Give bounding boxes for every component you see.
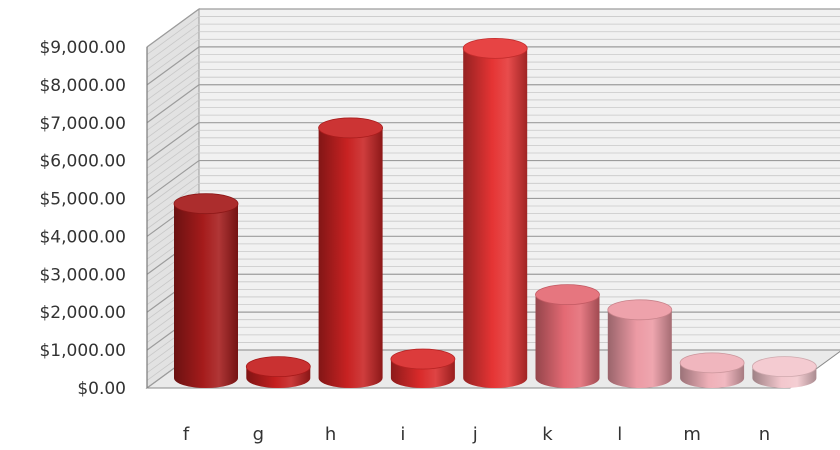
y-tick-label: $2,000.00: [39, 303, 126, 323]
side-gridline-minor: [146, 129, 200, 169]
y-tick-label: $5,000.00: [39, 190, 126, 210]
side-gridline-minor: [146, 145, 200, 184]
x-tick-label: k: [542, 424, 553, 445]
side-gridline-major: [146, 160, 200, 200]
bar-body: [463, 48, 528, 388]
x-axis-ticks: f g h i j k l m n: [183, 424, 770, 445]
y-tick-label: $1,000.00: [39, 341, 126, 361]
side-gridline-minor: [146, 23, 200, 63]
bar-g: [245, 356, 311, 388]
side-gridline-minor: [146, 76, 200, 116]
side-gridline-minor: [146, 61, 200, 101]
bar-body: [318, 127, 383, 388]
y-tick-label: $0.00: [77, 379, 126, 399]
y-tick-label: $6,000.00: [39, 152, 126, 172]
bar-i: [390, 348, 456, 388]
bar-body: [607, 309, 672, 388]
x-tick-label: j: [472, 424, 478, 445]
y-tick-label: $8,000.00: [39, 76, 126, 96]
bar-body: [535, 294, 600, 388]
bar-top: [318, 117, 384, 139]
side-gridline-minor: [146, 167, 200, 207]
bar-body: [174, 203, 238, 388]
y-tick-label: $9,000.00: [39, 38, 126, 58]
y-axis-ticks: $0.00 $1,000.00 $2,000.00 $3,000.00 $4,000.0…: [39, 38, 126, 399]
side-gridline-minor: [146, 137, 200, 177]
side-gridline-minor: [146, 69, 200, 108]
bar-n: [752, 356, 817, 388]
bar-top: [390, 348, 456, 370]
bar-k: [535, 284, 600, 388]
x-tick-label: h: [325, 424, 336, 445]
bar-top: [607, 299, 673, 321]
x-tick-label: g: [253, 424, 264, 445]
side-gridline-minor: [146, 92, 200, 131]
bar-l: [607, 299, 673, 388]
side-gridline-minor: [146, 38, 200, 78]
y-tick-label: $7,000.00: [39, 114, 126, 134]
chart-bars: [173, 37, 817, 388]
bar-j: [462, 37, 528, 388]
y-tick-label: $3,000.00: [39, 265, 126, 285]
x-tick-label: i: [400, 424, 405, 445]
bar-top: [535, 284, 600, 306]
bar-top: [173, 193, 239, 215]
side-gridline-minor: [146, 99, 200, 139]
x-tick-label: m: [683, 424, 701, 445]
side-gridline-minor: [146, 31, 200, 71]
bar-top: [679, 352, 745, 374]
side-gridline-minor: [146, 182, 200, 222]
x-tick-label: f: [183, 424, 190, 445]
y-tick-label: $4,000.00: [39, 227, 126, 247]
side-gridline-major: [146, 122, 200, 162]
side-gridline-major: [146, 46, 200, 86]
bar-top: [462, 37, 528, 59]
side-gridline-major: [146, 84, 200, 124]
side-gridline-minor: [146, 107, 200, 146]
side-gridline-minor: [146, 54, 200, 93]
side-gridline-minor: [146, 114, 200, 154]
bar-h: [318, 117, 384, 388]
x-tick-label: n: [759, 424, 770, 445]
bar-top: [752, 356, 817, 378]
bar-top: [245, 356, 311, 378]
side-gridline-minor: [146, 16, 200, 55]
side-gridline-major: [146, 8, 200, 48]
bar-m: [679, 352, 745, 388]
bar-f: [173, 193, 239, 388]
x-tick-label: l: [617, 424, 622, 445]
side-gridline-minor: [146, 152, 200, 192]
side-gridline-minor: [146, 175, 200, 215]
